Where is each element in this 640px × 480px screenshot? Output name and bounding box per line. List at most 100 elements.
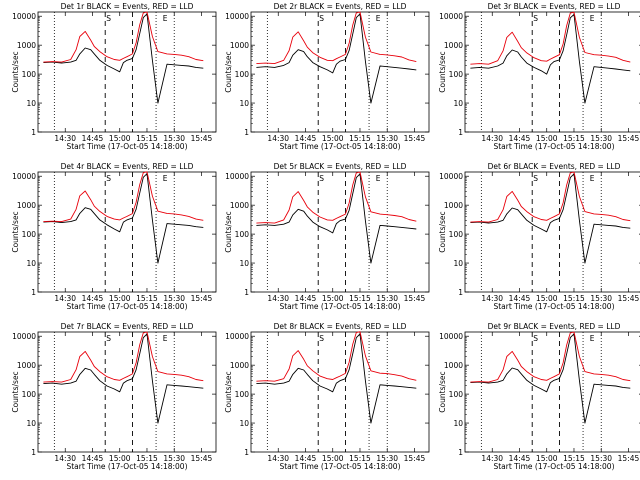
y-tick-label: 1: [244, 128, 249, 137]
y-axis-label: Counts/sec: [438, 211, 447, 252]
y-tick-label: 10: [26, 419, 36, 428]
series-line-events: [470, 333, 631, 424]
y-axis-label: Counts/sec: [11, 51, 20, 92]
x-tick-label: 14:45: [295, 454, 317, 463]
series-line-events: [470, 173, 631, 264]
chart-title: Det 5r BLACK = Events, RED = LLD: [274, 162, 407, 171]
x-tick-label: 15:45: [404, 134, 426, 143]
y-tick-label: 100: [449, 390, 464, 399]
y-tick-label: 1: [458, 128, 463, 137]
x-tick-label: 14:30: [267, 454, 289, 463]
plot-frame: [464, 11, 640, 133]
marker-label-e: E: [590, 174, 595, 183]
y-tick-label: 10: [239, 259, 249, 268]
plot-frame: [37, 171, 217, 293]
marker-label-s: S: [319, 174, 324, 183]
x-tick-label: 14:45: [82, 134, 104, 143]
y-tick-label: 10000: [225, 332, 249, 341]
x-tick-label: 15:45: [618, 294, 640, 303]
marker-label-e: E: [163, 14, 168, 23]
y-tick-label: 1000: [444, 361, 463, 370]
y-tick-label: 1: [458, 448, 463, 457]
y-tick-label: 100: [22, 230, 37, 239]
x-tick-label: 15:30: [163, 454, 185, 463]
x-tick-label: 15:15: [563, 454, 585, 463]
x-tick-label: 14:45: [509, 454, 531, 463]
y-axis-label: Counts/sec: [438, 371, 447, 412]
y-axis-label: Counts/sec: [11, 371, 20, 412]
x-tick-label: 15:30: [590, 454, 612, 463]
plot-frame: [464, 171, 640, 293]
x-tick-label: 14:30: [54, 294, 76, 303]
y-tick-label: 10: [239, 419, 249, 428]
series-line-events: [256, 173, 417, 264]
x-tick-label: 15:30: [163, 294, 185, 303]
marker-label-s: S: [319, 334, 324, 343]
x-tick-label: 15:15: [136, 454, 158, 463]
y-tick-label: 10: [453, 419, 463, 428]
y-tick-label: 10: [239, 99, 249, 108]
y-tick-label: 10000: [439, 172, 463, 181]
chart-title: Det 6r BLACK = Events, RED = LLD: [488, 162, 621, 171]
chart-panel-9: Det 9r BLACK = Events, RED = LLD 1 10 100 10…: [438, 322, 640, 471]
x-tick-label: 15:00: [322, 134, 344, 143]
series-line-lld: [470, 11, 631, 65]
y-tick-label: 1000: [230, 361, 249, 370]
y-tick-label: 1000: [17, 41, 36, 50]
marker-label-e: E: [590, 334, 595, 343]
x-tick-label: 15:15: [136, 294, 158, 303]
series-line-lld: [256, 331, 417, 382]
plot-frame: [37, 331, 217, 453]
chart-panel-4: Det 4r BLACK = Events, RED = LLD 1 10 100 10…: [11, 162, 217, 311]
x-tick-label: 15:00: [536, 454, 558, 463]
y-axis-label: Counts/sec: [224, 371, 233, 412]
chart-title: Det 3r BLACK = Events, RED = LLD: [488, 2, 621, 11]
chart-panel-5: Det 5r BLACK = Events, RED = LLD 1 10 100 10…: [224, 162, 430, 311]
chart-panel-8: Det 8r BLACK = Events, RED = LLD 1 10 100 10…: [224, 322, 430, 471]
chart-title: Det 7r BLACK = Events, RED = LLD: [61, 322, 194, 331]
marker-label-e: E: [590, 14, 595, 23]
x-axis-label: Start Time (17-Oct-05 14:18:00): [279, 462, 400, 471]
series-line-events: [256, 333, 417, 424]
x-tick-label: 14:30: [481, 134, 503, 143]
x-tick-label: 14:45: [295, 134, 317, 143]
plot-frame: [250, 331, 430, 453]
plot-frame: [37, 11, 217, 133]
chart-panel-7: Det 7r BLACK = Events, RED = LLD 1 10 100 10…: [11, 322, 217, 471]
plot-frame: [250, 171, 430, 293]
chart-panel-1: Det 1r BLACK = Events, RED = LLD 1 10 100 10…: [11, 2, 217, 151]
y-axis-label: Counts/sec: [11, 211, 20, 252]
chart-title: Det 4r BLACK = Events, RED = LLD: [61, 162, 194, 171]
x-tick-label: 15:30: [376, 454, 398, 463]
y-tick-label: 10000: [225, 12, 249, 21]
y-tick-label: 10000: [439, 12, 463, 21]
x-tick-label: 14:45: [82, 454, 104, 463]
x-tick-label: 14:30: [267, 294, 289, 303]
marker-label-s: S: [106, 334, 111, 343]
y-tick-label: 1000: [17, 361, 36, 370]
x-axis-label: Start Time (17-Oct-05 14:18:00): [493, 142, 614, 151]
marker-label-s: S: [106, 14, 111, 23]
series-line-lld: [43, 11, 204, 63]
x-tick-label: 15:00: [536, 134, 558, 143]
y-tick-label: 1000: [17, 201, 36, 210]
series-line-events: [43, 333, 204, 424]
x-tick-label: 15:00: [322, 294, 344, 303]
marker-label-s: S: [319, 14, 324, 23]
chart-title: Det 1r BLACK = Events, RED = LLD: [61, 2, 194, 11]
x-tick-label: 15:45: [191, 454, 213, 463]
marker-label-s: S: [533, 174, 538, 183]
x-tick-label: 15:00: [322, 454, 344, 463]
y-tick-label: 1000: [444, 41, 463, 50]
marker-label-s: S: [106, 174, 111, 183]
series-line-events: [256, 13, 417, 104]
y-axis-label: Counts/sec: [224, 51, 233, 92]
y-tick-label: 1: [31, 288, 36, 297]
marker-label-s: S: [533, 334, 538, 343]
x-tick-label: 15:45: [618, 454, 640, 463]
y-tick-label: 1000: [230, 41, 249, 50]
series-line-lld: [256, 171, 417, 224]
y-tick-label: 10: [26, 259, 36, 268]
x-tick-label: 14:45: [509, 294, 531, 303]
x-axis-label: Start Time (17-Oct-05 14:18:00): [66, 142, 187, 151]
